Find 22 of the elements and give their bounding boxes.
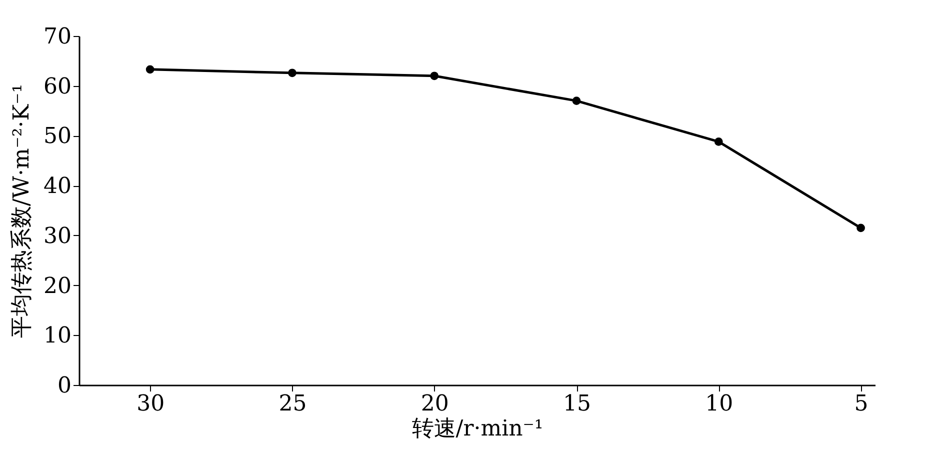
x-tick-label: 15 <box>563 392 591 416</box>
y-tick-label: 10 <box>44 324 72 349</box>
y-tick-label: 70 <box>44 24 72 50</box>
x-tick-label: 10 <box>705 392 734 416</box>
point <box>430 72 439 80</box>
x-tick-label: 5 <box>854 392 868 416</box>
y-tick-label: 0 <box>58 374 72 398</box>
y-tick-label: 40 <box>44 174 72 200</box>
x-axis-title: 转速/r·min⁻¹ <box>412 416 544 442</box>
y-tick-label: 30 <box>44 224 72 249</box>
point <box>288 68 296 78</box>
x-tick-label: 20 <box>420 392 449 416</box>
x-tick-label: 30 <box>136 392 165 416</box>
y-tick-label: 50 <box>44 124 72 150</box>
y-tick-label: 60 <box>44 74 72 100</box>
point <box>146 65 154 74</box>
y-axis-title: 平均传热系数/W·m⁻²·K⁻¹ <box>10 84 35 338</box>
point <box>714 138 723 146</box>
x-tick-label: 25 <box>278 392 307 416</box>
point <box>572 96 581 105</box>
y-tick-label: 20 <box>44 274 72 299</box>
point <box>856 224 865 232</box>
